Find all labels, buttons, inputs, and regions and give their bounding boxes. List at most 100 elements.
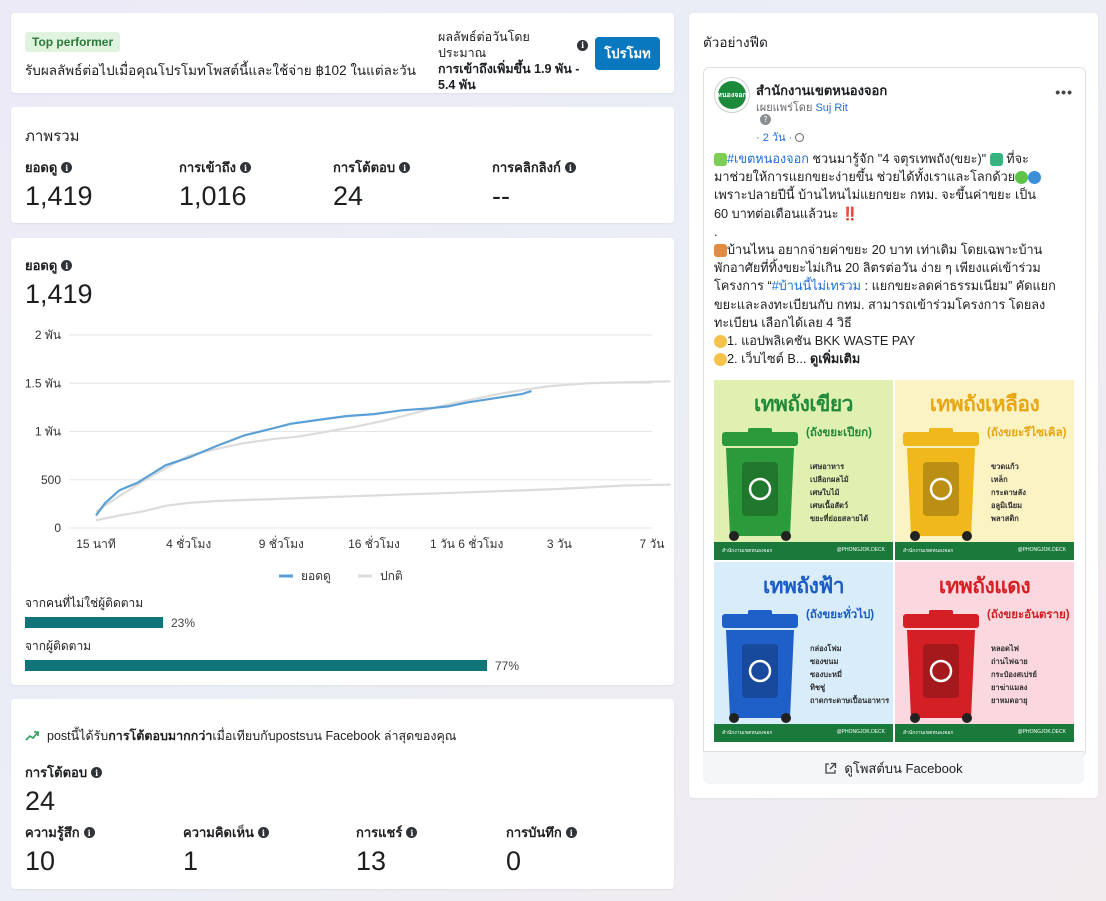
bin-item: กล่องโฟม	[810, 644, 842, 653]
hashtag-link[interactable]: #บ้านนี้ไม่เทรวม	[771, 279, 862, 294]
page-name[interactable]: สำนักงานเขตหนองจอก	[756, 83, 888, 98]
bin-footer-text: สำนักงานเขตหนองจอก	[903, 548, 954, 554]
non-followers-bar	[25, 617, 163, 628]
estimated-results-label: ผลลัพธ์ต่อวันโดยประมาณ	[438, 30, 530, 60]
bin-item: ถาดกระดาษเปื้อนอาหาร	[810, 696, 890, 705]
x-tick-label: 7 วัน	[640, 537, 665, 551]
pointing-hand-icon	[714, 353, 727, 367]
help-icon[interactable]: ?	[760, 114, 771, 125]
bin-item: เศษเนื้อสัตว์	[810, 501, 849, 510]
non-followers-pct: 23%	[171, 616, 196, 630]
info-icon[interactable]: i	[577, 39, 588, 51]
bin-item: ยาฆ่าแมลง	[991, 683, 1028, 692]
metric-label: การบันทึก	[506, 825, 562, 840]
shared-by-prefix: เผยแพร่โดย	[756, 102, 813, 114]
info-icon[interactable]: i	[61, 260, 73, 271]
saves-metric: การบันทึก i 0	[506, 822, 577, 877]
estimated-results-value: การเข้าถึงเพิ่มขึ้น 1.9 พัน - 5.4 พัน	[438, 62, 580, 92]
info-icon[interactable]: i	[406, 827, 418, 838]
bin-footer-text: สำนักงานเขตหนองจอก	[722, 548, 773, 554]
bin-item: พลาสติก	[991, 514, 1019, 523]
non-followers-row: จากคนที่ไม่ใช่ผู้ติดตาม 23%	[25, 594, 665, 630]
reactions-metric: ความรู้สึก i 10	[25, 822, 95, 877]
info-icon[interactable]: i	[257, 827, 269, 838]
bin-footer: สำนักงานเขตหนองจอก @PHONGJOK.DECK	[895, 724, 1074, 742]
post-time-text[interactable]: · 2 วัน ·	[756, 132, 793, 144]
bin-item: ซองขนม	[810, 657, 839, 666]
interactions-label: การโต้ตอบ	[25, 765, 88, 780]
bin-item: เศษใบไม้	[810, 488, 840, 497]
metric-label: การเข้าถึง	[179, 160, 237, 175]
info-icon[interactable]: i	[564, 162, 576, 173]
clover-icon	[714, 153, 727, 167]
globe-emoji-icon	[1028, 171, 1042, 185]
bin-item: กระดาษลัง	[991, 488, 1026, 497]
metric-label: ความคิดเห็น	[183, 825, 254, 840]
interactions-card: postนี้ได้รับการโต้ตอบมากกว่าเมื่อเทียบก…	[11, 699, 674, 889]
trend-bold: การโต้ตอบมากกว่า	[108, 729, 213, 743]
shares-metric: การแชร์ i 13	[356, 822, 418, 877]
info-icon[interactable]: i	[399, 162, 411, 173]
legend-normal-label: ปกติ	[380, 569, 403, 583]
y-tick-label: 2 พัน	[35, 328, 61, 342]
bin-item: ถ่านไฟฉาย	[991, 657, 1028, 666]
bin-subtitle: (ถังขยะรีไซเคิล)	[987, 427, 1067, 439]
bin-footer-text: สำนักงานเขตหนองจอก	[722, 730, 773, 736]
post-time: · 2 วัน ·	[756, 128, 805, 146]
followers-bar	[25, 660, 487, 671]
metric-link-clicks: การคลิกลิงก์ i --	[492, 157, 576, 212]
shared-by-name[interactable]: Suj Rit	[815, 102, 848, 114]
trend-prefix: postนี้ได้รับ	[47, 729, 109, 743]
followers-label: จากผู้ติดตาม	[25, 639, 92, 653]
bin-footer: สำนักงานเขตหนองจอก @PHONGJOK.DECK	[714, 724, 893, 742]
bin-item-list: เศษอาหาร เปลือกผลไม้ เศษใบไม้ เศษเนื้อสัตว์…	[810, 460, 868, 525]
metric-value: 1,016	[179, 181, 247, 211]
bin-title: เทพถังฟ้า	[763, 575, 845, 598]
views-line-chart[interactable]: 0 500 1 พัน 1.5 พัน 2 พัน 15 นาที 4 ชั่วโมง 9 ช…	[11, 238, 674, 588]
metric-value: 1	[183, 846, 199, 876]
trend-up-icon	[25, 731, 39, 741]
bin-item: ซองบะหมี่	[810, 670, 842, 679]
y-tick-label: 0	[54, 521, 61, 535]
views-label: ยอดดู	[25, 258, 58, 273]
bin-footer-handle: @PHONGJOK.DECK	[836, 547, 885, 553]
bin-footer-handle: @PHONGJOK.DECK	[1017, 547, 1066, 553]
views-value: 1,419	[25, 279, 93, 309]
info-icon[interactable]: i	[61, 162, 73, 173]
info-icon[interactable]: i	[240, 162, 252, 173]
y-tick-label: 500	[41, 473, 61, 487]
x-tick-label: 15 นาที	[76, 537, 116, 551]
estimated-results: ผลลัพธ์ต่อวันโดยประมาณ i การเข้าถึงเพิ่ม…	[438, 29, 588, 93]
bin-title: เทพถังเหลือง	[929, 393, 1040, 416]
interactions-metric: การโต้ตอบ i 24	[25, 762, 103, 817]
info-icon[interactable]: i	[91, 767, 103, 778]
normal-lower-line	[95, 483, 671, 522]
bin-tile: เทพถังฟ้า (ถังขยะทั่วไป) กล่องโฟม ซองขนม ซอง…	[714, 562, 893, 742]
bin-item: อลูมิเนียม	[991, 501, 1023, 510]
post-text: #เขตหนองจอก ชวนมารู้จัก "4 จตุรเทพถัง(ขย…	[714, 152, 1056, 367]
promote-button[interactable]: โปรโมท	[595, 37, 660, 70]
x-tick-label: 3 วัน	[547, 537, 572, 551]
info-icon[interactable]: i	[83, 827, 95, 838]
metric-views: ยอดดู i 1,419	[25, 157, 93, 212]
metric-label: ความรู้สึก	[25, 825, 80, 840]
house-icon	[714, 244, 727, 258]
more-options-button[interactable]: •••	[1055, 84, 1073, 100]
bin-title: เทพถังแดง	[938, 575, 1031, 598]
info-icon[interactable]: i	[565, 827, 577, 838]
pointing-hand-icon	[714, 335, 727, 349]
legend-views-label: ยอดดู	[301, 569, 331, 584]
view-on-facebook-button[interactable]: ดูโพสต์บน Facebook	[703, 751, 1084, 784]
x-tick-label: 1 วัน 6 ชั่วโมง	[430, 535, 503, 551]
metric-value: --	[492, 181, 510, 211]
see-more-link[interactable]: ดูเพิ่มเติม	[809, 352, 861, 367]
metric-value: 10	[25, 846, 56, 876]
post-image[interactable]: เทพถังเขียว (ถังขยะเปียก) เศษอาหาร เปลือกผล…	[714, 380, 1074, 742]
bin-footer-text: สำนักงานเขตหนองจอก	[903, 730, 954, 736]
hashtag-link[interactable]: #เขตหนองจอก	[727, 152, 809, 166]
bin-item-list: กล่องโฟม ซองขนม ซองบะหมี่ ทิชชู่ ถาดกระดาษเป…	[810, 642, 889, 707]
x-tick-label: 9 ชั่วโมง	[259, 535, 304, 551]
y-tick-label: 1.5 พัน	[25, 376, 61, 390]
bin-footer-handle: @PHONGJOK.DECK	[1017, 729, 1066, 735]
avatar[interactable]: หนองจอก	[714, 77, 750, 113]
